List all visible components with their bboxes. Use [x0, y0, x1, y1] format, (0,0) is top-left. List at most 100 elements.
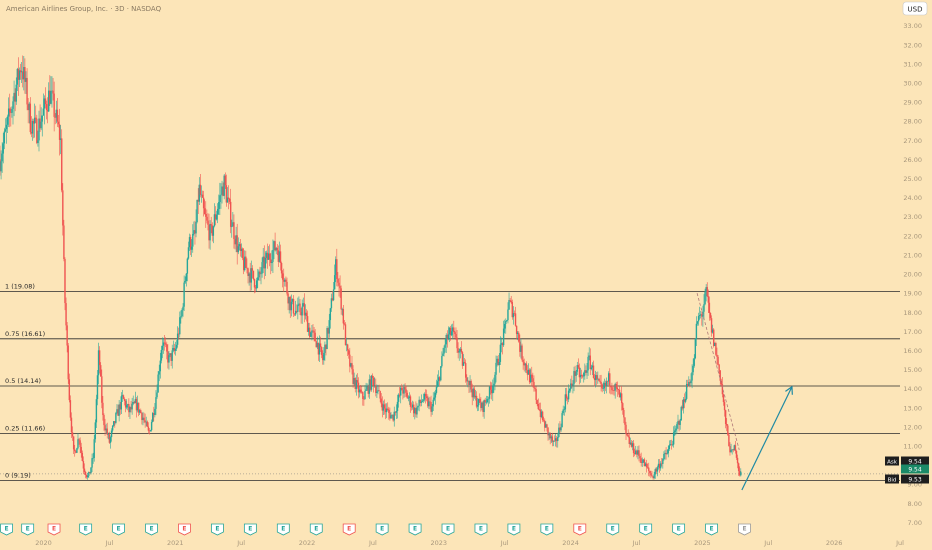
earnings-marker-label: E [710, 526, 714, 533]
candle-body [53, 93, 55, 117]
candle-body [596, 375, 598, 380]
candle-body [169, 353, 171, 356]
candle-body [241, 248, 244, 259]
time-axis[interactable]: 2020 Jul 2021 Jul 2022 Jul 2023 Jul 2024 Jul 2025 J… [35, 539, 904, 547]
earnings-marker-icon[interactable] [441, 523, 455, 536]
candle-body [705, 287, 707, 292]
candle-body [459, 348, 461, 351]
candle-body [619, 393, 622, 398]
projection-arrow-head[interactable] [785, 385, 793, 395]
earnings-marker-label: E [26, 526, 30, 533]
earnings-marker-icon[interactable] [211, 523, 224, 536]
candle-body [5, 124, 8, 130]
earnings-marker-icon[interactable] [408, 523, 422, 536]
candle-body [28, 103, 30, 111]
candle-body [643, 459, 646, 467]
earnings-marker-icon[interactable] [672, 523, 686, 536]
candle-body [26, 77, 28, 105]
earnings-marker-icon[interactable] [21, 523, 35, 536]
drawing-layer[interactable] [696, 293, 793, 491]
candle-body [66, 325, 68, 346]
currency-button[interactable]: USD [902, 1, 928, 16]
candle-body [44, 98, 47, 105]
candle-body [145, 421, 147, 423]
price-axis[interactable]: 7.008.009.0010.0011.0012.0013.0014.0015.… [903, 22, 922, 527]
earnings-marker-icon[interactable] [705, 523, 718, 536]
candle-body [194, 230, 196, 234]
candle-body [696, 321, 699, 324]
candle-body [235, 235, 237, 245]
earnings-marker-icon[interactable] [0, 523, 13, 536]
candle-body [31, 120, 34, 134]
candle-body [512, 313, 515, 318]
candle-body [628, 436, 630, 445]
price-tick-label: 27.00 [903, 137, 922, 145]
candle-body [479, 398, 481, 403]
price-tick-label: 14.00 [903, 385, 922, 393]
last-price-badge [901, 464, 929, 474]
candle-body [613, 390, 615, 391]
candle-body [248, 273, 250, 276]
earnings-marker-icon[interactable] [243, 523, 257, 536]
candle-body [390, 415, 392, 419]
earnings-marker-icon[interactable] [47, 523, 61, 536]
candle-body [489, 386, 492, 390]
candle-body [82, 460, 85, 469]
candle-body [182, 306, 184, 310]
candle-body [709, 312, 712, 319]
candle-body [236, 235, 238, 253]
earnings-marker-icon[interactable] [79, 523, 93, 536]
candle-body [429, 401, 431, 403]
earnings-marker-label: E [182, 526, 186, 533]
candle-body [734, 445, 737, 451]
candle-body [299, 303, 301, 313]
candle-body [293, 313, 296, 315]
earnings-marker-icon[interactable] [178, 523, 191, 536]
earnings-marker-icon[interactable] [309, 523, 323, 536]
candle-body [359, 389, 362, 393]
candle-body [730, 449, 732, 453]
candle-body [580, 374, 583, 376]
candle-body [98, 350, 101, 366]
candle-body [167, 351, 169, 363]
candle-body [184, 280, 186, 283]
candle-body [27, 104, 29, 111]
price-tick-label: 31.00 [903, 60, 922, 68]
candle-body [392, 414, 394, 421]
candle-body [148, 430, 151, 432]
earnings-marker-icon[interactable] [112, 523, 125, 536]
candle-body [618, 389, 621, 398]
earnings-marker-icon[interactable] [738, 523, 751, 536]
candle-body [415, 408, 417, 415]
earnings-marker-icon[interactable] [573, 523, 587, 536]
candle-body [708, 302, 711, 313]
candle-body [724, 410, 727, 424]
fibonacci-retracement[interactable]: 1 (19.08) 0.75 (16.61) 0.5 (14.14) 0.25 (11… [0, 283, 900, 482]
candle-body [610, 386, 612, 388]
earnings-marker-icon[interactable] [540, 523, 554, 536]
candle-body [414, 408, 416, 414]
candle-body [50, 91, 52, 104]
earnings-marker-icon[interactable] [507, 523, 521, 536]
earnings-marker-icon[interactable] [639, 523, 653, 536]
candle-body [271, 261, 273, 264]
candle-body [59, 138, 62, 140]
earnings-marker-icon[interactable] [375, 523, 389, 536]
candle-body [325, 344, 327, 350]
candle-body [576, 365, 578, 372]
earnings-marker-icon[interactable] [276, 523, 290, 536]
earnings-marker-icon[interactable] [474, 523, 488, 536]
candle-body [253, 279, 256, 288]
dashed-trendline[interactable] [696, 293, 740, 450]
candle-body [110, 430, 113, 438]
earnings-marker-icon[interactable] [145, 523, 158, 536]
candle-body [262, 256, 264, 263]
projection-arrow-shaft[interactable] [741, 386, 793, 491]
earnings-marker-icon[interactable] [342, 523, 356, 536]
earnings-marker-icon[interactable] [606, 523, 620, 536]
candle-body [219, 195, 221, 202]
candle-body [356, 380, 359, 383]
candle-body [108, 434, 111, 443]
